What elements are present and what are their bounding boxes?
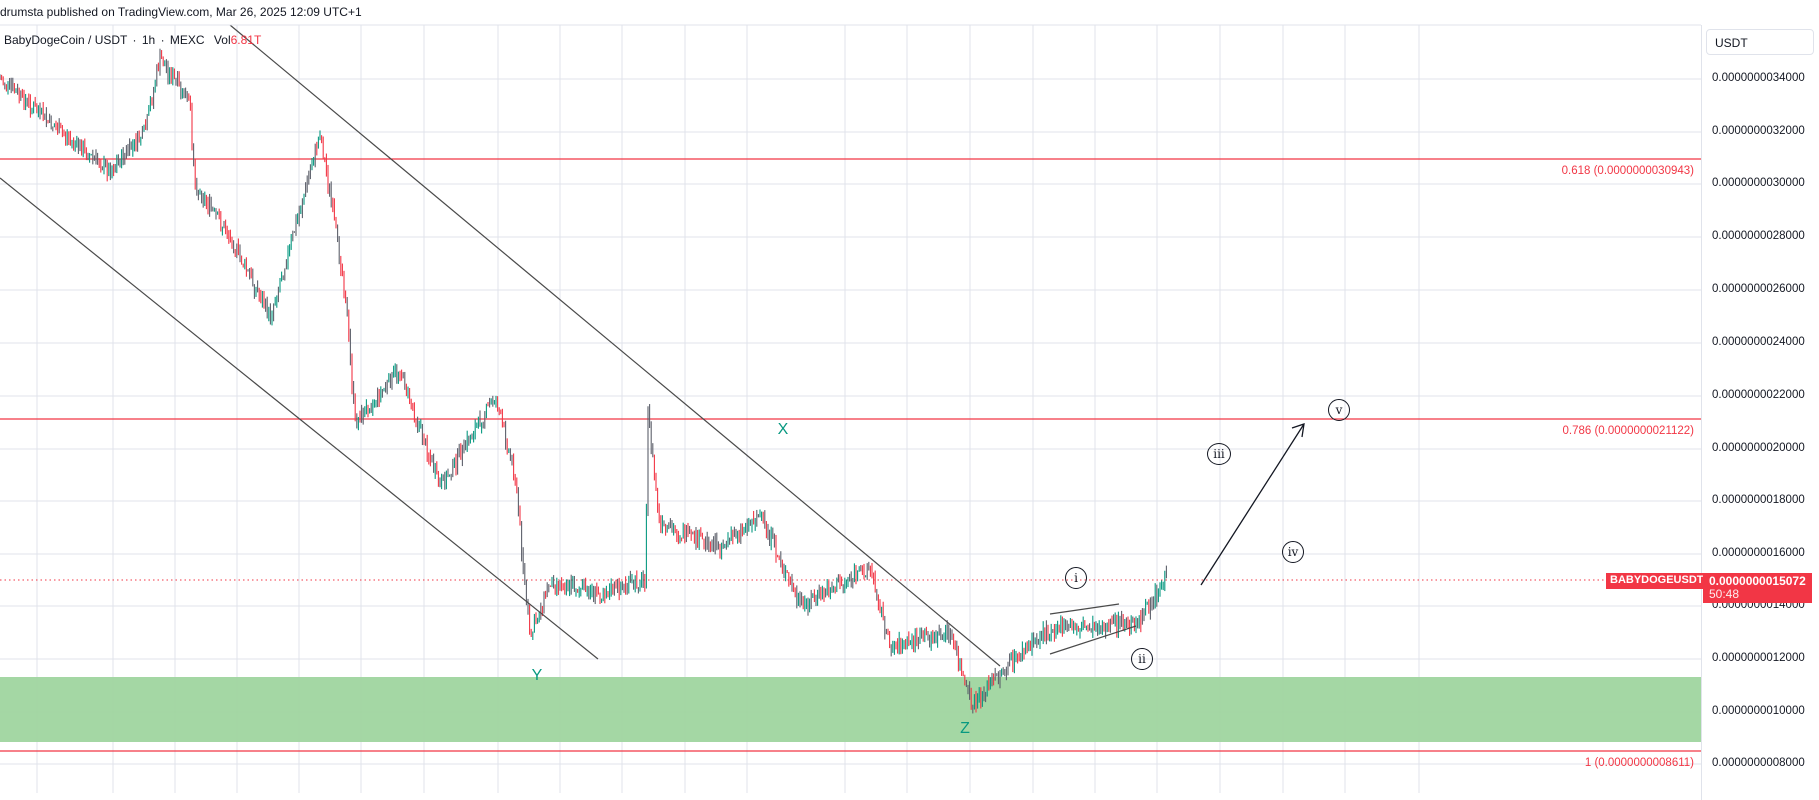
bar-countdown: 50:48 — [1709, 587, 1740, 601]
legend-symbol: BabyDogeCoin / USDT — [4, 33, 128, 47]
price-tick-label: 0.0000000030000 — [1712, 177, 1805, 189]
wave-circle-iii: iii — [1207, 443, 1231, 465]
wave-circle-iv: iv — [1282, 541, 1304, 563]
price-tick-label: 0.0000000026000 — [1712, 283, 1805, 295]
current-price-tag: 0.0000000015072 50:48 — [1703, 573, 1812, 603]
candles — [0, 48, 1167, 714]
price-tick-label: 0.0000000028000 — [1712, 230, 1805, 242]
lower-channel-line — [0, 177, 599, 660]
wave-label-z: Z — [960, 720, 970, 737]
price-tick-label: 0.0000000016000 — [1712, 547, 1805, 559]
legend-sep: · — [160, 33, 165, 47]
wave-circle-i: i — [1065, 567, 1087, 589]
upper-channel-line — [229, 24, 1001, 667]
legend-vol-label: Vol — [213, 33, 231, 47]
grid-horizontal — [0, 78, 1701, 765]
wave-circle-v: v — [1328, 399, 1350, 421]
projection-arrowhead-icon — [1291, 423, 1305, 438]
currency-selector[interactable]: USDT — [1706, 29, 1814, 55]
price-tick-label: 0.0000000032000 — [1712, 125, 1805, 137]
grid-vertical — [36, 25, 1420, 793]
projection-arrow — [1200, 423, 1305, 586]
price-tick-label: 0.0000000034000 — [1712, 72, 1805, 84]
symbol-price-tag: BABYDOGEUSDT — [1606, 573, 1708, 589]
fib-label-1: 1 (0.0000000008611) — [1584, 757, 1694, 769]
fib-lines — [0, 158, 1701, 752]
wave-circle-ii: ii — [1131, 648, 1153, 670]
support-zone — [0, 677, 1701, 742]
symbol-legend[interactable]: BabyDogeCoin / USDT · 1h · MEXC Vol6.81T — [4, 33, 261, 47]
price-tick-label: 0.0000000022000 — [1712, 389, 1805, 401]
current-price-value: 0.0000000015072 — [1709, 574, 1806, 588]
wave-label-x: X — [777, 421, 789, 438]
publisher-line: drumsta published on TradingView.com, Ma… — [0, 5, 362, 19]
price-tick-label: 0.0000000024000 — [1712, 336, 1805, 348]
triangle-lower-line — [1049, 625, 1137, 655]
legend-sep: · — [132, 33, 137, 47]
legend-interval: 1h — [141, 33, 156, 47]
price-tick-label: 0.0000000018000 — [1712, 494, 1805, 506]
price-tick-label: 0.0000000008000 — [1712, 757, 1805, 769]
wave-label-y: Y — [531, 667, 543, 684]
price-tick-label: 0.0000000012000 — [1712, 652, 1805, 664]
fib-label-0618: 0.618 (0.0000000030943) — [1561, 165, 1694, 177]
price-tick-label: 0.0000000020000 — [1712, 442, 1805, 454]
fib-label-0786: 0.786 (0.0000000021122) — [1562, 425, 1694, 437]
legend-vol-value: 6.81T — [230, 33, 262, 47]
triangle-upper-line — [1049, 603, 1120, 615]
price-scale[interactable] — [1701, 25, 1819, 800]
legend-exchange: MEXC — [169, 33, 205, 47]
price-tick-label: 0.0000000010000 — [1712, 705, 1805, 717]
